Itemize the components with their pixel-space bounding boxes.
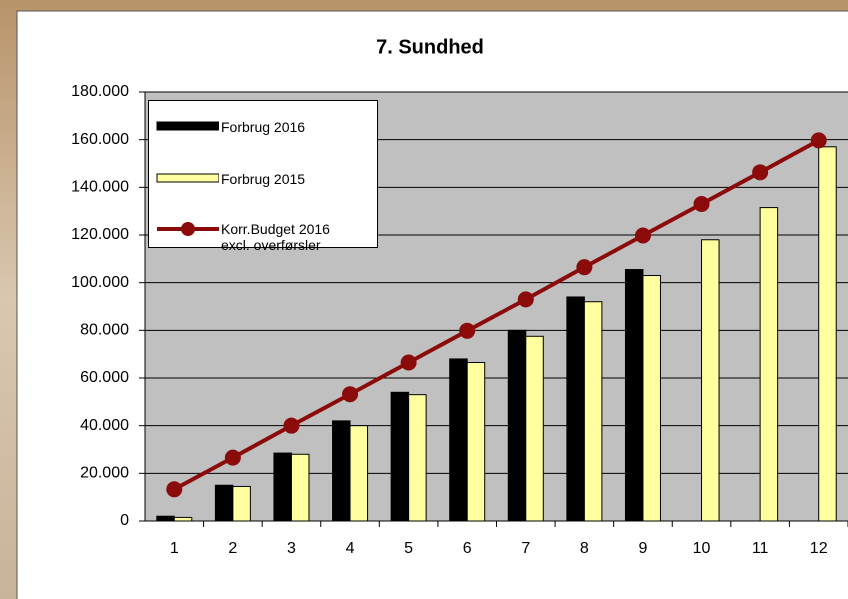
y-tick-label: 0 bbox=[120, 512, 129, 529]
bar bbox=[701, 239, 720, 522]
x-tick-label: 4 bbox=[346, 540, 355, 557]
line-marker bbox=[634, 227, 651, 244]
bar bbox=[525, 335, 544, 522]
line-marker bbox=[693, 196, 710, 213]
y-tick-label: 140.000 bbox=[71, 179, 129, 196]
y-tick-label: 60.000 bbox=[80, 369, 129, 386]
bar bbox=[273, 452, 292, 522]
bar bbox=[214, 484, 234, 522]
line-marker bbox=[166, 481, 183, 498]
y-tick-label: 80.000 bbox=[80, 322, 129, 339]
chart-title: 7. Sundhed bbox=[376, 36, 484, 58]
line-marker bbox=[283, 417, 300, 434]
line bbox=[173, 138, 820, 492]
x-tick-label: 2 bbox=[228, 540, 237, 557]
bar bbox=[642, 275, 661, 522]
bar bbox=[759, 207, 779, 522]
line-marker bbox=[752, 164, 769, 181]
legend-swatch-marker bbox=[181, 222, 195, 236]
bar bbox=[408, 394, 427, 522]
x-tick-label: 11 bbox=[752, 540, 769, 557]
line-marker bbox=[400, 354, 417, 371]
y-tick-label: 20.000 bbox=[80, 465, 129, 482]
x-tick-label: 9 bbox=[639, 540, 648, 557]
bar bbox=[156, 515, 175, 522]
bar bbox=[390, 391, 410, 522]
x-tick-label: 1 bbox=[170, 540, 179, 557]
bar bbox=[232, 485, 251, 522]
line-marker bbox=[459, 322, 476, 339]
y-tick-label: 100.000 bbox=[71, 274, 129, 291]
y-tick-label: 180.000 bbox=[71, 83, 129, 100]
bar bbox=[818, 146, 837, 522]
legend-swatch bbox=[157, 222, 219, 236]
line-marker bbox=[517, 291, 534, 308]
legend-swatch-bar bbox=[156, 173, 219, 183]
y-tick-label: 160.000 bbox=[71, 131, 129, 148]
legend-swatch-bar bbox=[156, 121, 219, 131]
x-tick-label: 8 bbox=[580, 540, 589, 557]
legend: Forbrug 2016 Forbrug 2015 Korr.Budget 2016… bbox=[148, 100, 378, 253]
line-marker bbox=[224, 449, 241, 466]
bar bbox=[449, 358, 468, 522]
line-marker bbox=[576, 259, 593, 276]
bar bbox=[583, 301, 603, 522]
legend-swatch bbox=[156, 121, 219, 131]
legend-label: Korr.Budget 2016 excl. overførsler bbox=[221, 221, 330, 253]
line-marker bbox=[810, 132, 827, 149]
x-tick-label: 3 bbox=[287, 540, 296, 557]
x-tick-label: 6 bbox=[463, 540, 472, 557]
x-tick-label: 10 bbox=[693, 540, 711, 557]
bar bbox=[349, 425, 369, 522]
legend-swatch bbox=[156, 173, 219, 183]
y-tick-label: 120.000 bbox=[71, 226, 129, 243]
legend-label: Forbrug 2015 bbox=[221, 171, 306, 187]
y-tick-label: 40.000 bbox=[80, 417, 129, 434]
x-tick-label: 7 bbox=[521, 540, 530, 557]
line-marker bbox=[342, 386, 359, 403]
bar bbox=[466, 362, 486, 522]
bar bbox=[507, 329, 527, 522]
bar bbox=[332, 420, 351, 522]
legend-label: Forbrug 2016 bbox=[221, 119, 306, 135]
x-tick-label: 12 bbox=[810, 540, 828, 557]
bar bbox=[290, 453, 310, 522]
bar bbox=[566, 296, 585, 522]
bar bbox=[624, 269, 644, 522]
bar bbox=[173, 516, 193, 522]
x-tick-label: 5 bbox=[404, 540, 413, 557]
